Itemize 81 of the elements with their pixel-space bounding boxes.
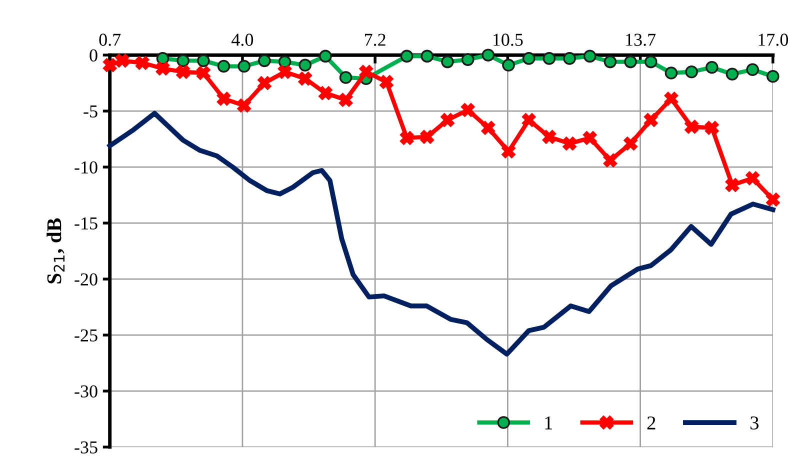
point [237, 98, 252, 112]
point [420, 50, 434, 63]
legend-label: 3 [750, 416, 759, 430]
point [684, 120, 699, 134]
point [278, 64, 292, 79]
point [400, 50, 414, 63]
point [603, 153, 618, 168]
y-tick-label: -30 [74, 385, 98, 398]
point [460, 103, 475, 117]
point [238, 60, 250, 73]
point [766, 192, 780, 206]
x-tick-label: 10.5 [493, 34, 523, 46]
point [542, 130, 556, 144]
point [624, 136, 638, 150]
point [726, 68, 739, 81]
point [176, 54, 190, 68]
point [156, 62, 170, 76]
legend-label: 2 [647, 416, 656, 430]
point [318, 86, 332, 100]
point [339, 71, 352, 84]
point [440, 113, 454, 127]
point [706, 61, 718, 74]
point [542, 52, 556, 65]
point [604, 55, 617, 68]
y-axis-title: S$_{21}$, dB [46, 218, 64, 284]
point [115, 54, 129, 68]
point [522, 113, 536, 127]
point [522, 52, 536, 65]
point [746, 171, 760, 186]
point [197, 54, 210, 68]
point [102, 58, 117, 72]
legend-label: 1 [545, 416, 552, 430]
point [196, 66, 210, 80]
point [664, 66, 678, 80]
point [319, 50, 332, 63]
point [704, 120, 719, 135]
point [258, 54, 271, 68]
point [420, 130, 434, 144]
point [481, 120, 496, 135]
point [156, 52, 170, 65]
point [338, 92, 353, 107]
y-tick-label: -25 [74, 329, 98, 342]
point [664, 92, 678, 106]
point [135, 56, 150, 70]
point [461, 53, 474, 66]
y-tick-label: -20 [74, 273, 98, 286]
point [563, 52, 576, 65]
point [685, 65, 698, 78]
point [441, 55, 454, 68]
point [725, 178, 740, 192]
point [624, 55, 637, 68]
point [217, 60, 230, 73]
point [216, 92, 231, 106]
x-tick-label: 17.0 [758, 34, 788, 46]
point [746, 63, 759, 76]
point [583, 50, 596, 63]
point [582, 131, 597, 145]
y-tick-label: 0 [90, 49, 98, 62]
point [644, 113, 658, 127]
point [298, 72, 312, 86]
point [562, 136, 576, 150]
x-tick-label: 4.0 [232, 34, 254, 46]
point [400, 131, 414, 145]
x-tick-label: 7.2 [364, 34, 386, 46]
y-tick-label: -35 [74, 441, 98, 454]
point [359, 64, 374, 79]
y-tick-label: -15 [74, 217, 98, 230]
point [257, 76, 272, 90]
y-tick-label: -5 [84, 106, 98, 118]
point [176, 64, 190, 79]
point [502, 144, 516, 158]
point [766, 70, 780, 83]
point [298, 58, 312, 72]
point [644, 55, 658, 68]
point [380, 75, 394, 89]
point [502, 58, 515, 72]
point [482, 48, 495, 62]
x-tick-label: 0.7 [99, 34, 121, 46]
line-series [107, 110, 776, 357]
x-tick-label: 13.7 [626, 34, 656, 46]
y-tick-label: -10 [74, 161, 98, 174]
